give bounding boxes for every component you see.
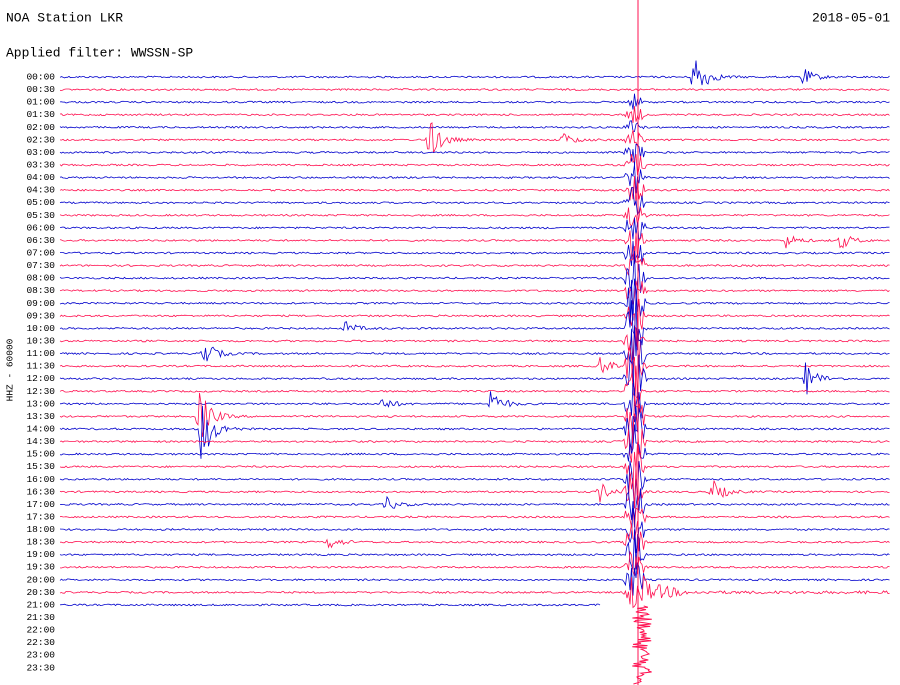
row-label: 04:00	[26, 172, 55, 183]
row-label: 03:30	[26, 160, 55, 171]
row-label: 02:00	[26, 122, 55, 133]
date: 2018-05-01	[812, 10, 890, 25]
trace	[59, 88, 890, 91]
trace	[59, 106, 890, 123]
row-label: 00:30	[26, 84, 55, 95]
trace	[59, 529, 890, 571]
row-label: 08:00	[26, 273, 55, 284]
row-label: 20:30	[26, 587, 55, 598]
trace	[59, 250, 890, 301]
row-label: 08:30	[26, 285, 55, 296]
trace	[59, 278, 890, 323]
row-label: 07:00	[26, 247, 55, 258]
channel-label: HHZ - 60000	[5, 338, 16, 401]
row-label: 01:00	[26, 97, 55, 108]
row-label: 06:30	[26, 235, 55, 246]
row-label: 16:30	[26, 486, 55, 497]
trace	[59, 122, 890, 153]
trace	[59, 424, 890, 462]
row-label: 18:30	[26, 537, 55, 548]
row-label: 18:00	[26, 524, 55, 535]
row-label: 20:00	[26, 574, 55, 585]
row-label: 22:30	[26, 637, 55, 648]
row-label: 06:00	[26, 222, 55, 233]
trace	[59, 298, 890, 347]
row-label: 12:00	[26, 373, 55, 384]
trace	[59, 357, 890, 412]
trace	[59, 143, 890, 166]
row-label: 22:00	[26, 625, 55, 636]
trace	[59, 521, 890, 552]
trace	[59, 574, 890, 609]
row-label: 02:30	[26, 134, 55, 145]
trace	[59, 207, 890, 228]
row-label: 13:30	[26, 411, 55, 422]
trace	[60, 240, 890, 266]
row-label: 09:00	[26, 298, 55, 309]
trace	[59, 413, 890, 463]
trace	[59, 354, 890, 407]
trace	[59, 230, 890, 265]
trace	[59, 60, 890, 86]
row-label: 12:30	[26, 386, 55, 397]
row-label: 10:00	[26, 323, 55, 334]
filter: Applied filter: WWSSN-SP	[6, 45, 193, 60]
trace	[59, 603, 601, 607]
row-label: 03:00	[26, 147, 55, 158]
row-label: 21:00	[26, 599, 55, 610]
trace	[59, 217, 890, 241]
trace	[59, 347, 890, 399]
trace	[59, 154, 890, 176]
trace	[59, 550, 890, 576]
trace	[59, 296, 890, 351]
trace	[59, 488, 890, 521]
trace	[59, 325, 890, 366]
trace	[59, 186, 890, 216]
traces	[59, 0, 890, 685]
trace	[59, 120, 890, 132]
row-label: 17:30	[26, 511, 55, 522]
trace	[59, 392, 890, 444]
trace	[59, 464, 890, 509]
row-label: 01:30	[26, 109, 55, 120]
row-label: 11:00	[26, 348, 55, 359]
row-label: 23:30	[26, 662, 55, 673]
row-label: 10:30	[26, 335, 55, 346]
row-label: 19:30	[26, 562, 55, 573]
row-label: 19:00	[26, 549, 55, 560]
row-label: 09:30	[26, 310, 55, 321]
trace	[59, 507, 890, 528]
row-label: 05:30	[26, 210, 55, 221]
title: NOA Station LKR	[6, 10, 123, 25]
row-label: 15:00	[26, 449, 55, 460]
row-label: 00:00	[26, 72, 55, 83]
trace	[59, 383, 890, 432]
row-label: 04:30	[26, 185, 55, 196]
row-label: 14:30	[26, 436, 55, 447]
row-label: 23:00	[26, 650, 55, 661]
row-label: 21:30	[26, 612, 55, 623]
trace-tail	[632, 605, 652, 685]
trace	[59, 325, 890, 385]
trace	[59, 175, 890, 206]
trace	[59, 460, 890, 509]
row-label: 05:00	[26, 197, 55, 208]
row-label: 17:00	[26, 499, 55, 510]
trace	[59, 280, 890, 305]
row-label: 16:00	[26, 474, 55, 485]
row-label: 11:30	[26, 361, 55, 372]
trace	[59, 164, 890, 194]
trace	[59, 562, 890, 596]
trace	[59, 442, 890, 487]
row-label: 14:00	[26, 423, 55, 434]
row-label: 13:00	[26, 398, 55, 409]
row-label: 07:30	[26, 260, 55, 271]
trace	[59, 246, 890, 276]
row-label: 15:30	[26, 461, 55, 472]
trace	[59, 93, 890, 110]
trace	[59, 507, 890, 554]
trace	[59, 405, 890, 459]
